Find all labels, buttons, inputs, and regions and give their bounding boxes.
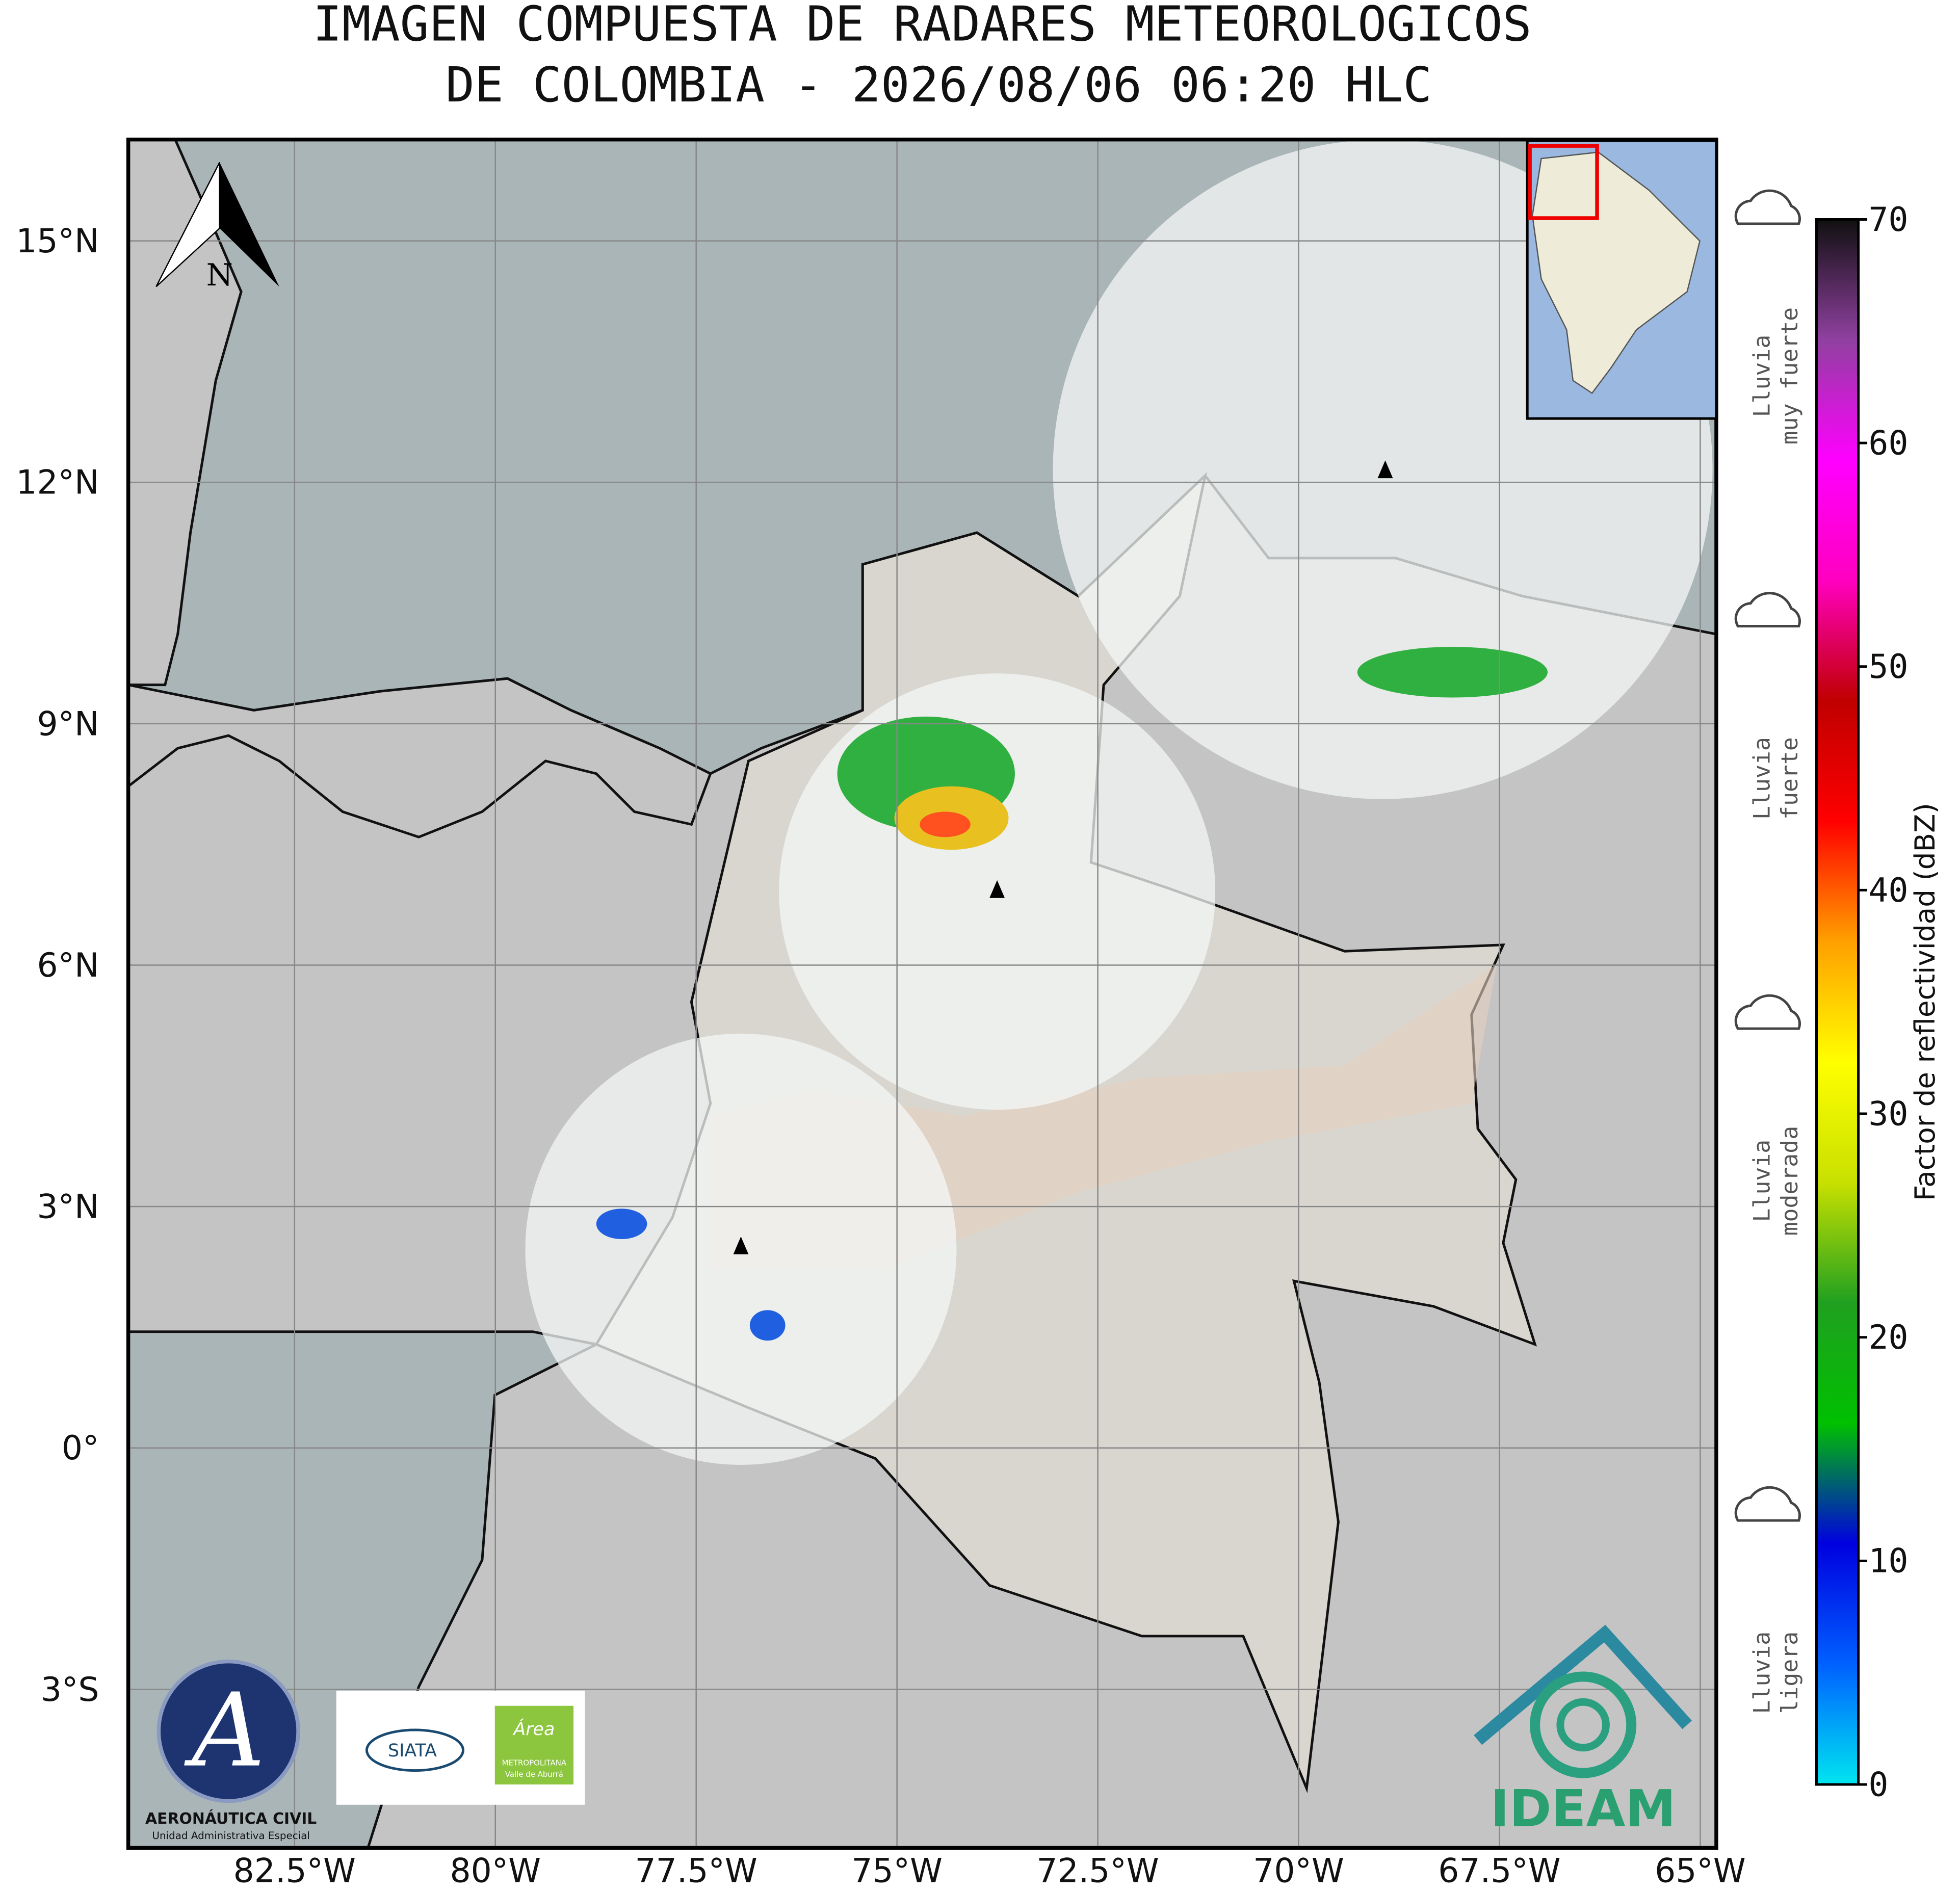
- x-tick-label: 82.5°W: [233, 1852, 356, 1890]
- rain-icon: [1734, 1486, 1801, 1522]
- radar-site: [989, 880, 1005, 898]
- logo-text: SIATA: [388, 1741, 437, 1761]
- svg-text:A: A: [184, 1671, 265, 1790]
- y-tick-label: 6°N: [37, 947, 99, 985]
- y-tick-label: 15°N: [16, 222, 99, 260]
- title-line-1: IMAGEN COMPUESTA DE RADARES METEOROLOGIC…: [313, 0, 1532, 52]
- colorbar-tick-label: 20: [1869, 1319, 1909, 1357]
- rain-level: Lluvia moderada: [1734, 994, 1803, 1236]
- x-tick-label: 65°W: [1655, 1852, 1746, 1890]
- central-america-north: [128, 139, 243, 687]
- colorbar-tick-label: 0: [1869, 1766, 1889, 1804]
- rain-level-label: ligera: [1776, 1632, 1803, 1714]
- rain-level-label: Lluvia: [1748, 1632, 1775, 1714]
- inset-map: [1526, 139, 1718, 420]
- rain-level-label: muy fuerte: [1776, 307, 1803, 445]
- rain-level: Lluvia fuerte: [1734, 592, 1803, 820]
- rain-level-label: moderada: [1776, 1126, 1803, 1236]
- rain-level-label: Lluvia: [1748, 737, 1775, 820]
- colorbar-tick-label: 70: [1869, 201, 1909, 239]
- y-tick-label: 9°N: [37, 705, 99, 743]
- rain-level: Lluvia muy fuerte: [1734, 189, 1803, 445]
- rain-level-label: Lluvia: [1748, 1140, 1775, 1222]
- title-line-2: DE COLOMBIA - 2026/08/06 06:20 HLC: [446, 57, 1432, 113]
- colorbar-ticks: 0 10 20 30 40 50 60 70: [1858, 201, 1909, 1804]
- logo-text: Unidad Administrativa Especial: [152, 1830, 309, 1842]
- map-area: [128, 139, 1716, 1848]
- echo: [1357, 647, 1548, 698]
- siata-area-logos: SIATA Área METROPOLITANA Valle de Aburrá: [336, 1690, 585, 1805]
- ideam-logo: IDEAM: [1474, 1624, 1692, 1839]
- colorbar-tick-label: 50: [1869, 648, 1909, 686]
- x-tick-label: 75°W: [851, 1852, 943, 1890]
- rain-icon: [1734, 189, 1801, 225]
- echo: [596, 1209, 647, 1240]
- echo: [920, 811, 971, 837]
- colorbar-label: Factor de reflectividad (dBZ): [1909, 803, 1941, 1201]
- x-tick-label: 67.5°W: [1438, 1852, 1560, 1890]
- rain-level-label: fuerte: [1776, 737, 1803, 820]
- grid: [128, 139, 1716, 1848]
- north-label: N: [206, 258, 233, 293]
- colorbar: [1815, 218, 1860, 1786]
- y-tick-label: 3°N: [37, 1188, 99, 1226]
- y-tick-label: 3°S: [41, 1671, 99, 1709]
- x-tick-label: 77.5°W: [635, 1852, 757, 1890]
- logo-text: Área: [512, 1718, 555, 1740]
- rain-icon: [1734, 994, 1801, 1030]
- aerocivil-logo: A AERONÁUTICA CIVIL Unidad Administrativ…: [145, 1659, 317, 1842]
- central-america: [128, 677, 712, 838]
- map-frame: [126, 137, 1718, 1850]
- axis-labels: 82.5°W 80°W 77.5°W 75°W 72.5°W 70°W 67.5°W 65°W…: [16, 222, 1745, 1890]
- rain-level-label: Lluvia: [1748, 335, 1775, 417]
- radar-site: [1377, 460, 1393, 479]
- logo-text: METROPOLITANA: [502, 1758, 567, 1768]
- x-tick-label: 70°W: [1253, 1852, 1344, 1890]
- x-tick-label: 80°W: [450, 1852, 541, 1890]
- colorbar-tick-label: 30: [1869, 1095, 1909, 1133]
- rain-level: Lluvia ligera: [1734, 1486, 1803, 1714]
- colorbar-tick-label: 40: [1869, 872, 1909, 910]
- logo-text: AERONÁUTICA CIVIL: [145, 1809, 317, 1828]
- echo: [749, 1310, 786, 1341]
- radar-site: [733, 1237, 749, 1254]
- logo-text: IDEAM: [1491, 1780, 1676, 1839]
- rain-icon: [1734, 592, 1801, 627]
- logo-text: Valle de Aburrá: [505, 1770, 563, 1779]
- y-tick-label: 0°: [62, 1429, 99, 1467]
- x-tick-label: 72.5°W: [1036, 1852, 1159, 1890]
- colorbar-tick-label: 10: [1869, 1542, 1909, 1581]
- colorbar-tick-label: 60: [1869, 425, 1909, 463]
- y-tick-label: 12°N: [16, 464, 99, 502]
